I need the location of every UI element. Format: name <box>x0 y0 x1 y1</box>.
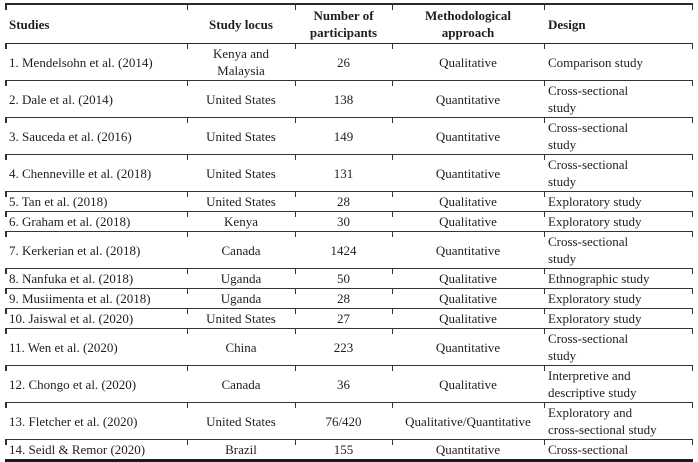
header-number-of-participants: Number of participants <box>295 3 392 44</box>
study-cell: 9. Musiimenta et al. (2018) <box>5 288 187 309</box>
approach-cell: Quantitative <box>392 117 544 155</box>
participants-cell: 138 <box>295 80 392 118</box>
study-cell: 1. Mendelsohn et al. (2014) <box>5 43 187 81</box>
study-cell: 4. Chenneville et al. (2018) <box>5 154 187 192</box>
design-cell: Cross-sectional study <box>544 154 693 192</box>
locus-cell: United States <box>187 117 295 155</box>
locus-cell: United States <box>187 402 295 440</box>
study-cell: 13. Fletcher et al. (2020) <box>5 402 187 440</box>
study-cell: 5. Tan et al. (2018) <box>5 191 187 212</box>
design-cell: Cross-sectional study <box>544 231 693 269</box>
table-row: 3. Sauceda et al. (2016) United States 149… <box>5 117 693 155</box>
design-cell: Cross-sectional study <box>544 117 693 155</box>
locus-cell: Kenya and Malaysia <box>187 43 295 81</box>
design-cell: Exploratory study <box>544 288 693 309</box>
participants-cell: 155 <box>295 439 392 462</box>
table-row: 13. Fletcher et al. (2020) United States 7… <box>5 402 693 440</box>
locus-cell: Brazil <box>187 439 295 462</box>
header-study-locus: Study locus <box>187 3 295 44</box>
participants-cell: 28 <box>295 288 392 309</box>
header-row: Studies Study locus Number of participan… <box>5 3 693 44</box>
approach-cell: Quantitative <box>392 80 544 118</box>
header-studies: Studies <box>5 3 187 44</box>
header-methodological-approach: Methodological approach <box>392 3 544 44</box>
participants-cell: 36 <box>295 365 392 403</box>
table-row: 10. Jaiswal et al. (2020) United States 27… <box>5 308 693 329</box>
study-cell: 3. Sauceda et al. (2016) <box>5 117 187 155</box>
approach-cell: Qualitative <box>392 43 544 81</box>
design-cell: Comparison study <box>544 43 693 81</box>
table-row: 4. Chenneville et al. (2018) United State… <box>5 154 693 192</box>
design-cell: Interpretive and descriptive study <box>544 365 693 403</box>
approach-cell: Qualitative <box>392 308 544 329</box>
locus-cell: Canada <box>187 365 295 403</box>
participants-cell: 50 <box>295 268 392 289</box>
table-row: 9. Musiimenta et al. (2018) Uganda 28 Quali… <box>5 288 693 309</box>
table-row: 12. Chongo et al. (2020) Canada 36 Qualitat… <box>5 365 693 403</box>
participants-cell: 131 <box>295 154 392 192</box>
table-header: Studies Study locus Number of participan… <box>5 3 693 44</box>
approach-cell: Qualitative <box>392 288 544 309</box>
design-cell: Exploratory study <box>544 308 693 329</box>
approach-cell: Quantitative <box>392 231 544 269</box>
design-cell: Exploratory and cross-sectional study <box>544 402 693 440</box>
studies-review-table: Studies Study locus Number of participan… <box>5 3 693 462</box>
design-cell: Cross-sectional study <box>544 80 693 118</box>
table-row: 7. Kerkerian et al. (2018) Canada 1424 Quan… <box>5 231 693 269</box>
design-cell: Cross-sectional <box>544 439 693 462</box>
approach-cell: Quantitative <box>392 154 544 192</box>
approach-cell: Quantitative <box>392 328 544 366</box>
locus-cell: Canada <box>187 231 295 269</box>
table-row: 1. Mendelsohn et al. (2014) Kenya and Mal… <box>5 43 693 81</box>
participants-cell: 223 <box>295 328 392 366</box>
table-body: 1. Mendelsohn et al. (2014) Kenya and Mal… <box>5 43 693 462</box>
study-cell: 12. Chongo et al. (2020) <box>5 365 187 403</box>
table-row: 2. Dale et al. (2014) United States 138 Qua… <box>5 80 693 118</box>
study-cell: 10. Jaiswal et al. (2020) <box>5 308 187 329</box>
study-cell: 7. Kerkerian et al. (2018) <box>5 231 187 269</box>
approach-cell: Qualitative <box>392 211 544 232</box>
locus-cell: Uganda <box>187 268 295 289</box>
locus-cell: United States <box>187 191 295 212</box>
approach-cell: Qualitative <box>392 191 544 212</box>
study-cell: 2. Dale et al. (2014) <box>5 80 187 118</box>
study-cell: 14. Seidl & Remor (2020) <box>5 439 187 462</box>
header-design: Design <box>544 3 693 44</box>
participants-cell: 26 <box>295 43 392 81</box>
approach-cell: Qualitative <box>392 365 544 403</box>
study-cell: 6. Graham et al. (2018) <box>5 211 187 232</box>
studies-table-wrapper: Studies Study locus Number of participan… <box>5 3 693 462</box>
table-row: 6. Graham et al. (2018) Kenya 30 Qualitativ… <box>5 211 693 232</box>
design-cell: Exploratory study <box>544 211 693 232</box>
participants-cell: 30 <box>295 211 392 232</box>
approach-cell: Qualitative <box>392 268 544 289</box>
study-cell: 8. Nanfuka et al. (2018) <box>5 268 187 289</box>
table-row: 5. Tan et al. (2018) United States 28 Quali… <box>5 191 693 212</box>
locus-cell: China <box>187 328 295 366</box>
participants-cell: 149 <box>295 117 392 155</box>
participants-cell: 27 <box>295 308 392 329</box>
participants-cell: 28 <box>295 191 392 212</box>
locus-cell: United States <box>187 154 295 192</box>
locus-cell: Uganda <box>187 288 295 309</box>
participants-cell: 76/420 <box>295 402 392 440</box>
design-cell: Exploratory study <box>544 191 693 212</box>
table-row: 8. Nanfuka et al. (2018) Uganda 50 Qualitat… <box>5 268 693 289</box>
approach-cell: Quantitative <box>392 439 544 462</box>
participants-cell: 1424 <box>295 231 392 269</box>
approach-cell: Qualitative/Quantitative <box>392 402 544 440</box>
table-row: 11. Wen et al. (2020) China 223 Quantitativ… <box>5 328 693 366</box>
locus-cell: United States <box>187 80 295 118</box>
design-cell: Ethnographic study <box>544 268 693 289</box>
design-cell: Cross-sectional study <box>544 328 693 366</box>
table-row: 14. Seidl & Remor (2020) Brazil 155 Quantit… <box>5 439 693 462</box>
study-cell: 11. Wen et al. (2020) <box>5 328 187 366</box>
locus-cell: United States <box>187 308 295 329</box>
locus-cell: Kenya <box>187 211 295 232</box>
